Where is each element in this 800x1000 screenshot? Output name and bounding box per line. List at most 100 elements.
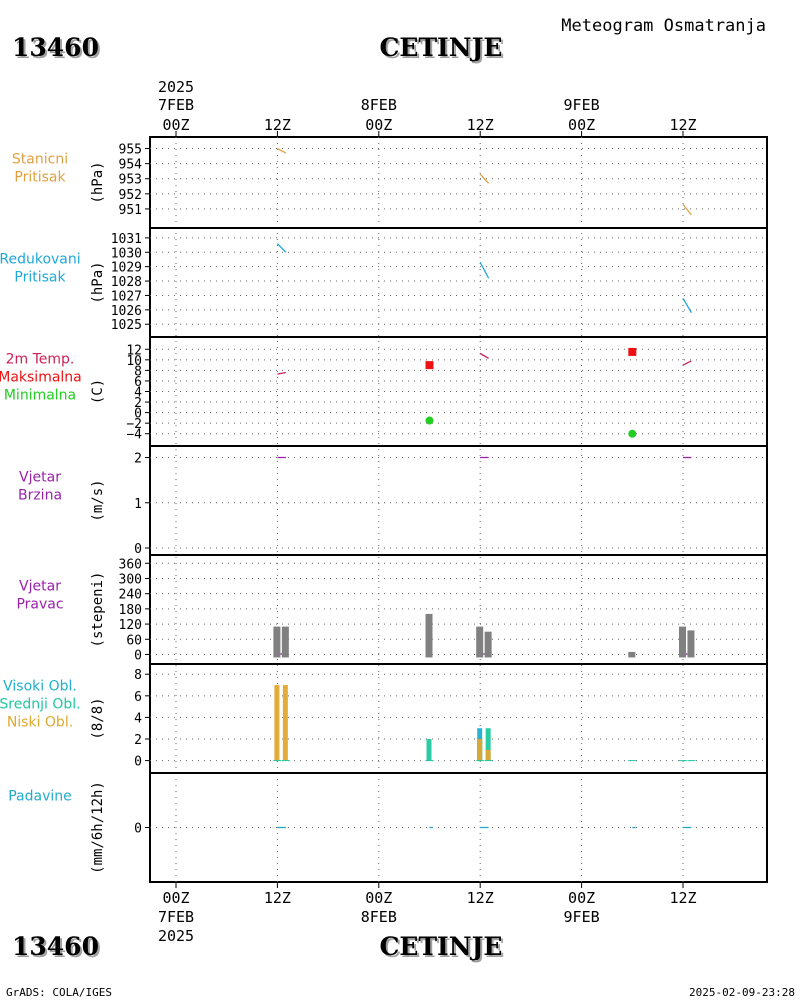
y-tick-label: 0 [134, 407, 142, 422]
date-label-bottom: 9FEB [564, 908, 600, 926]
y-tick-label: 8 [134, 364, 142, 379]
date-label-top: 8FEB [361, 96, 397, 114]
direction-bar [484, 631, 492, 658]
series-segment [682, 360, 692, 366]
y-tick-label: 1026 [111, 304, 142, 319]
panel-label: 2m Temp. [6, 352, 75, 368]
panel-label: Padavine [8, 789, 72, 805]
unit-label: (C) [90, 379, 106, 404]
cloud-low-bar [477, 739, 483, 761]
panel-label: Niski Obl. [7, 715, 73, 731]
time-tick-label-top: 12Z [467, 116, 494, 134]
unit-label: (m/s) [90, 479, 106, 521]
y-tick-label: 4 [134, 711, 142, 726]
y-tick-label: 10 [126, 354, 142, 369]
product-title: Meteogram Osmatranja [561, 16, 766, 36]
time-tick-label-top: 12Z [669, 116, 696, 134]
y-tick-label: 953 [119, 173, 142, 188]
cloud-mid-bar [485, 728, 491, 761]
y-tick-label: 180 [119, 603, 142, 618]
cloud-low-bar [274, 685, 280, 761]
credit-text: GrADS: COLA/IGES [6, 986, 112, 999]
direction-bar [476, 626, 484, 658]
unit-label: (hPa) [90, 161, 106, 203]
y-tick-label: 0 [134, 755, 142, 770]
y-tick-label: 2 [134, 452, 142, 467]
station-id-top-text: 13460 [12, 33, 99, 62]
date-label-top: 7FEB [158, 96, 194, 114]
direction-bar [628, 651, 636, 658]
unit-label: (hPa) [90, 261, 106, 303]
y-tick-label: 954 [119, 158, 143, 173]
series-segment [479, 352, 489, 359]
panel-label: Stanicni [12, 152, 68, 168]
y-tick-label: 120 [119, 618, 142, 633]
cloud-low-bar [485, 749, 491, 761]
y-tick-label: 240 [119, 588, 142, 603]
unit-label: (mm/6h/12h) [90, 781, 106, 874]
y-tick-label: −2 [126, 417, 142, 432]
y-tick-label: 2 [134, 396, 142, 411]
panel-label: Srednji Obl. [0, 697, 81, 713]
date-label-bottom: 7FEB [158, 908, 194, 926]
y-tick-label: 951 [119, 203, 142, 218]
series-segment [479, 261, 490, 279]
year-label-top: 2025 [158, 78, 194, 96]
y-tick-label: 1 [134, 497, 142, 512]
panel-label: Vjetar [19, 470, 61, 486]
y-tick-label: 4 [134, 386, 142, 401]
panel-label: Pritisak [14, 270, 66, 286]
y-tick-label: 1030 [111, 246, 142, 261]
time-tick-label-bottom: 12Z [264, 889, 291, 907]
station-id-bottom: 13460 [12, 932, 99, 961]
date-label-bottom: 8FEB [361, 908, 397, 926]
y-tick-label: 0 [134, 822, 142, 837]
unit-label: (stepeni) [90, 572, 106, 648]
y-tick-label: −4 [126, 428, 142, 443]
y-tick-label: 1028 [111, 275, 142, 290]
panels-frame: 00Z7FEB00Z7FEB12Z12Z00Z8FEB00Z8FEB12Z12Z… [0, 96, 768, 926]
station-name-top: CETINJE [380, 33, 503, 62]
y-tick-label: 300 [119, 572, 142, 587]
y-tick-label: 6 [134, 690, 142, 705]
y-tick-label: 360 [119, 557, 142, 572]
year-label-bottom: 2025 [158, 927, 194, 945]
series-segment [682, 297, 692, 314]
time-tick-label-bottom: 12Z [669, 889, 696, 907]
panel-label: Redukovani [0, 252, 81, 268]
min-temp-marker [425, 416, 434, 425]
cloud-low-bar [282, 685, 288, 761]
y-tick-label: 12 [126, 343, 142, 358]
y-tick-label: 6 [134, 375, 142, 390]
direction-bar [281, 626, 289, 658]
station-id-top: 13460 [14, 35, 101, 64]
date-label-top: 9FEB [564, 96, 600, 114]
max-temp-marker [628, 347, 637, 356]
station-id-bottom-shadow: 13460 [14, 934, 101, 963]
plot-frame [149, 136, 768, 883]
y-tick-label: 0 [134, 542, 142, 557]
y-tick-label: 1029 [111, 261, 142, 276]
time-tick-label-bottom: 00Z [365, 889, 392, 907]
timestamp-text: 2025-02-09-23:28 [689, 986, 795, 999]
panel-label: Brzina [18, 488, 62, 504]
y-tick-label: 1027 [111, 289, 142, 304]
panel-label: Minimalna [4, 388, 76, 404]
time-tick-label-bottom: 00Z [162, 889, 189, 907]
direction-bar [425, 613, 433, 658]
series-segment [276, 243, 287, 253]
panel-label: Maksimalna [0, 370, 82, 386]
series-segment [277, 371, 287, 375]
y-tick-label: 952 [119, 188, 142, 203]
unit-label: (8/8) [90, 697, 106, 739]
time-tick-label-top: 00Z [162, 116, 189, 134]
panel-label: Vjetar [19, 579, 61, 595]
panel-label: Pravac [16, 597, 63, 613]
time-tick-label-bottom: 00Z [568, 889, 595, 907]
series-segment [479, 173, 490, 184]
y-tick-label: 8 [134, 668, 142, 683]
time-tick-label-top: 00Z [365, 116, 392, 134]
series-segment [277, 147, 287, 154]
min-temp-marker [628, 429, 637, 438]
